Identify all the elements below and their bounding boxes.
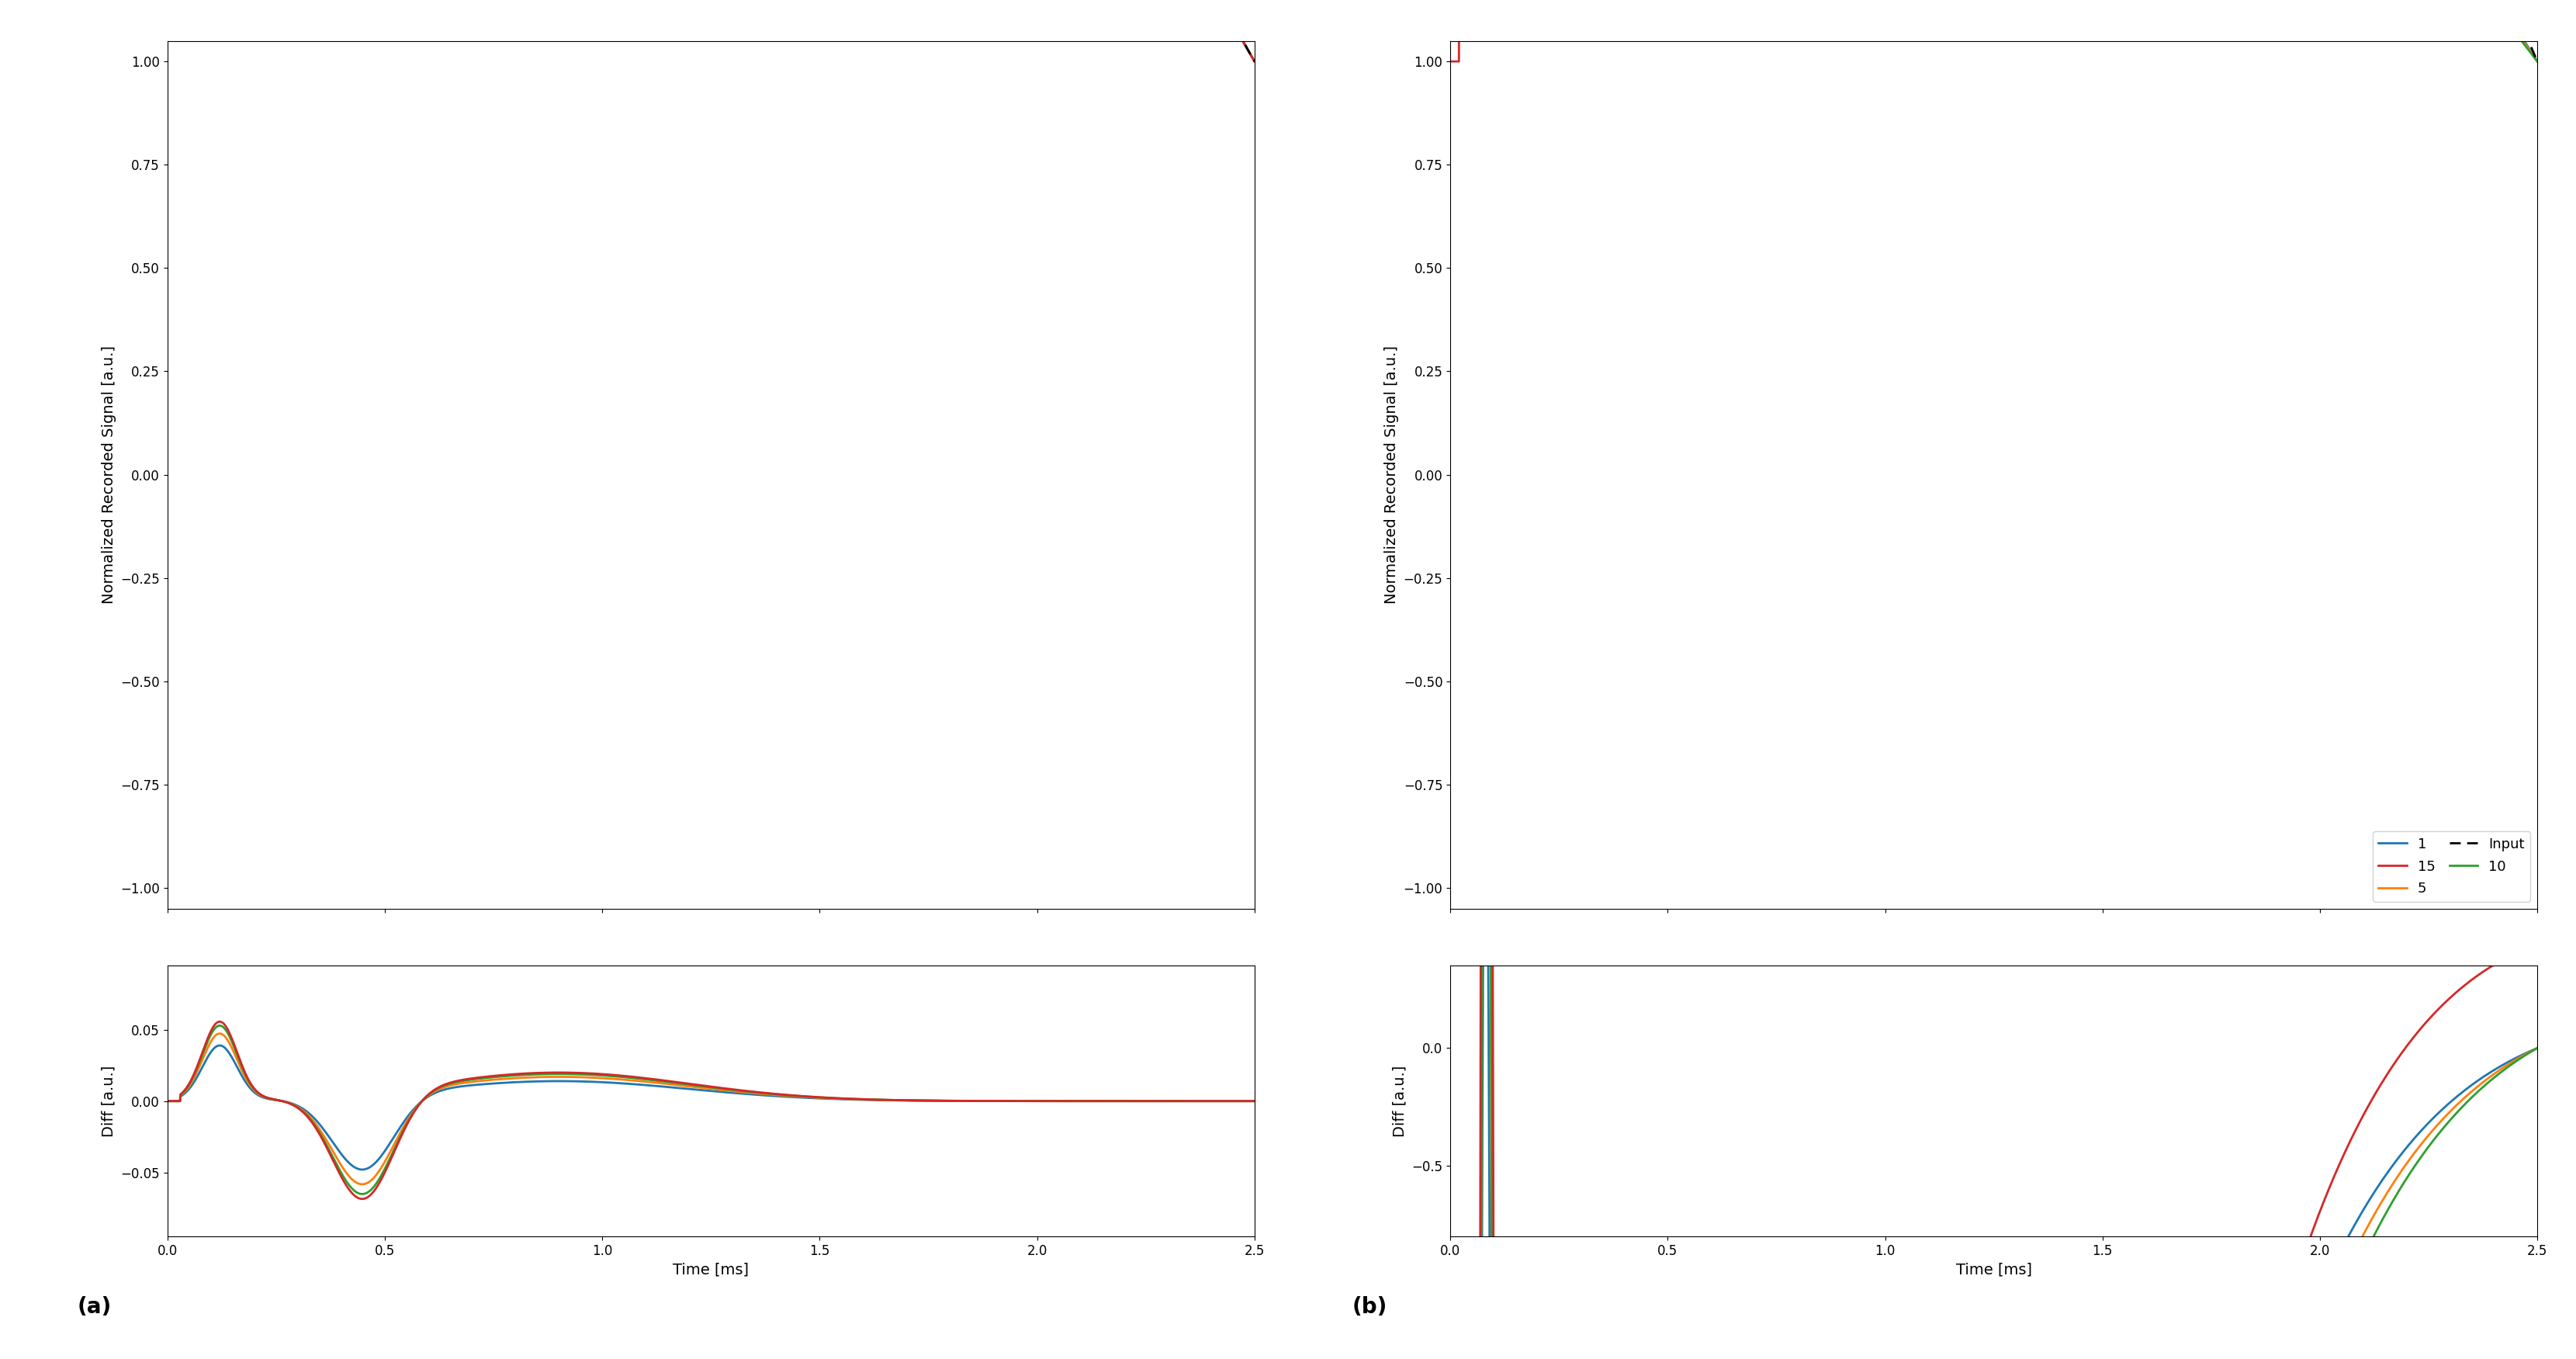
Y-axis label: Normalized Recorded Signal [a.u.]: Normalized Recorded Signal [a.u.] bbox=[100, 345, 116, 603]
Y-axis label: Normalized Recorded Signal [a.u.]: Normalized Recorded Signal [a.u.] bbox=[1383, 345, 1399, 603]
X-axis label: Time [ms]: Time [ms] bbox=[672, 1263, 750, 1277]
Y-axis label: Diff [a.u.]: Diff [a.u.] bbox=[1394, 1065, 1406, 1137]
Legend: 1, 15, 5, Input, 10: 1, 15, 5, Input, 10 bbox=[2372, 832, 2530, 901]
Text: (b): (b) bbox=[1352, 1296, 1388, 1318]
X-axis label: Time [ms]: Time [ms] bbox=[1955, 1263, 2032, 1277]
Text: (a): (a) bbox=[77, 1296, 111, 1318]
Y-axis label: Diff [a.u.]: Diff [a.u.] bbox=[100, 1065, 116, 1137]
